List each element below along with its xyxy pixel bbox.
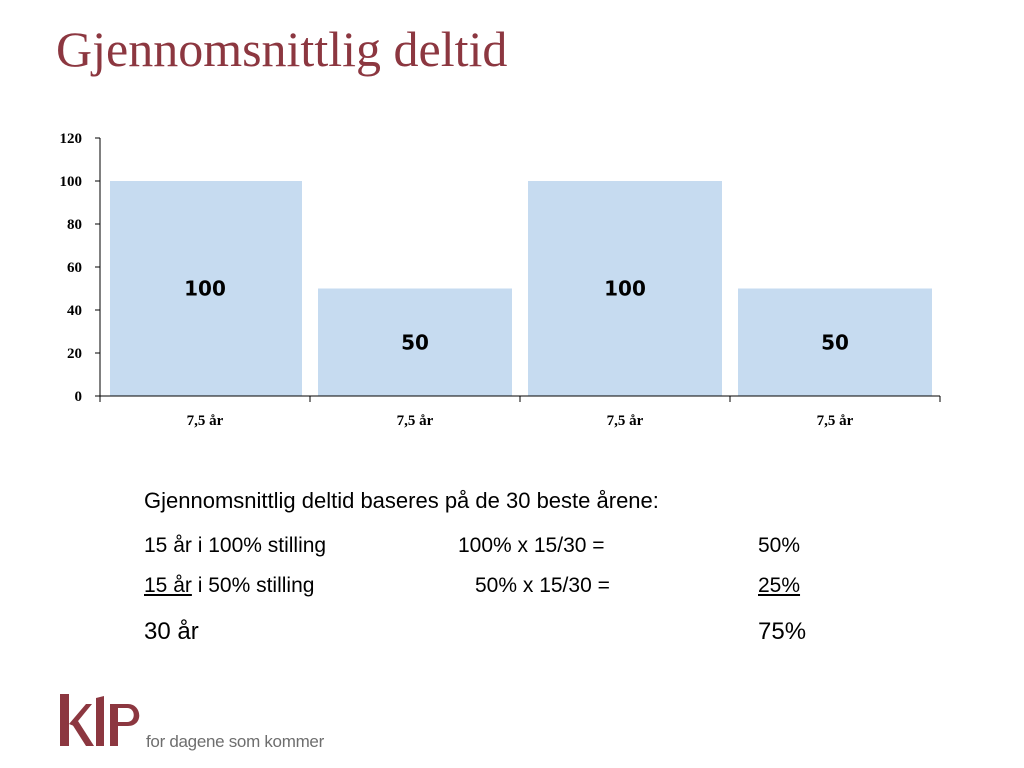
bar-2: [318, 288, 512, 396]
x-tick-label-2: 7,5 år: [397, 413, 434, 429]
y-tick-label-120: 120: [60, 131, 83, 147]
y-tick-label-100: 100: [60, 174, 83, 190]
data-label-3: 100: [604, 277, 646, 301]
row-2-result: 25%: [758, 574, 801, 597]
row-1-desc: i 100% stilling: [191, 534, 327, 557]
klp-logo-mark: [60, 694, 140, 746]
total-years: 30 år: [144, 618, 199, 645]
row-1-calc: 100% x 15/30 =: [458, 534, 605, 557]
logo-tagline: for dagene som kommer: [146, 732, 324, 751]
row-2-calc: 50% x 15/30 =: [475, 574, 610, 597]
y-tick-label-40: 40: [67, 303, 82, 319]
x-tick-label-3: 7,5 år: [607, 413, 644, 429]
row-1-label: 15 år i 100% stilling: [144, 534, 326, 558]
data-label-2: 50: [401, 330, 429, 354]
data-label-4: 50: [821, 330, 849, 354]
y-tick-label-60: 60: [67, 260, 82, 276]
y-tick-label-20: 20: [67, 346, 82, 362]
data-label-1: 100: [184, 277, 226, 301]
bar-1: [110, 181, 302, 396]
bar-chart: 0 20 40 60 80 100 120 7,5 år 7,5 år 7,5 år 7,5 år 1…: [60, 131, 941, 429]
row-2-years: 15 år: [144, 574, 192, 597]
row-2-label: 15 år i 50% stilling: [144, 574, 314, 598]
klp-logo: [60, 694, 140, 746]
y-tick-label-0: 0: [75, 389, 83, 405]
row-1-years: 15 år: [144, 534, 192, 557]
x-tick-label-1: 7,5 år: [187, 413, 224, 429]
row-1-result: 50%: [758, 534, 801, 557]
bar-3: [528, 181, 722, 396]
bar-4: [738, 288, 932, 396]
total-result: 75%: [758, 618, 807, 645]
page-title: Gjennomsnittlig deltid: [56, 21, 508, 77]
x-tick-label-4: 7,5 år: [817, 413, 854, 429]
y-tick-label-80: 80: [67, 217, 82, 233]
row-2-desc: i 50% stilling: [191, 574, 315, 597]
explanation-lead: Gjennomsnittlig deltid baseres på de 30 …: [144, 488, 659, 513]
